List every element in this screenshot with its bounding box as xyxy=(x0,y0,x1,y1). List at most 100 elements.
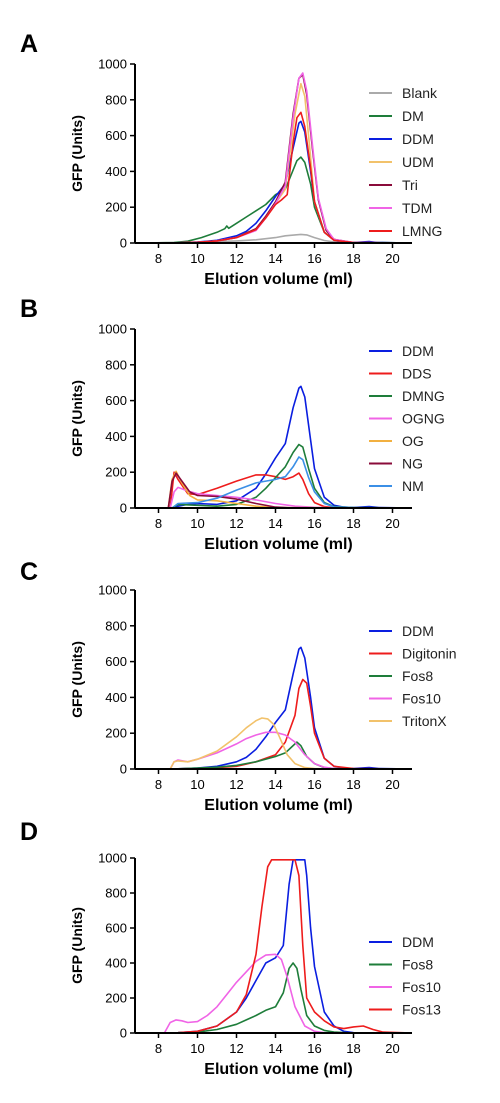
series-line-nm xyxy=(139,456,413,509)
legend-label: DMNG xyxy=(402,388,445,404)
legend-label: Fos13 xyxy=(402,1002,441,1018)
legend-label: Fos10 xyxy=(402,979,441,995)
x-tick-label: 20 xyxy=(385,1041,399,1056)
x-tick-label: 16 xyxy=(307,251,321,266)
y-tick-label: 600 xyxy=(105,128,127,143)
x-tick-label: 8 xyxy=(155,516,162,531)
legend-label: Fos8 xyxy=(402,957,433,973)
legend-label: DDM xyxy=(402,343,434,359)
y-tick-label: 600 xyxy=(105,921,127,936)
y-tick-label: 400 xyxy=(105,956,127,971)
series-line-digitonin xyxy=(138,678,413,770)
x-tick-label: 12 xyxy=(229,1041,243,1056)
x-axis-title: Elution volume (ml) xyxy=(204,536,352,553)
x-tick-label: 10 xyxy=(190,777,204,792)
panel-c: C 0 200 400 600 800 1000 8 10 12 14 16 18 20 GFP (Unit… xyxy=(20,558,456,814)
panel-a: A 0 200 400 600 800 1000 8 10 12 14 16 18 20 GFP (Unit… xyxy=(20,30,442,288)
x-tick-label: 12 xyxy=(229,777,243,792)
y-axis-title: GFP (Units) xyxy=(69,907,85,984)
y-tick-label: 600 xyxy=(105,654,127,669)
panel-letter: B xyxy=(20,295,38,323)
series-line-lmng xyxy=(138,111,413,244)
series-line-fos13 xyxy=(138,859,413,1034)
y-tick-label: 0 xyxy=(120,1026,127,1041)
series-line-tdm xyxy=(138,72,413,244)
y-tick-label: 600 xyxy=(105,393,127,408)
x-tick-label: 14 xyxy=(268,777,282,792)
series-line-fos10 xyxy=(139,731,412,770)
series-line-fos8 xyxy=(138,962,412,1034)
series-line-ddm xyxy=(139,385,413,509)
panel-letter: A xyxy=(20,30,38,58)
y-tick-label: 1000 xyxy=(98,57,127,72)
x-tick-label: 18 xyxy=(346,777,360,792)
y-tick-label: 0 xyxy=(120,501,127,516)
y-tick-label: 1000 xyxy=(98,851,127,866)
y-tick-label: 400 xyxy=(105,429,127,444)
series-line-tri xyxy=(138,73,413,244)
y-tick-label: 1000 xyxy=(98,322,127,337)
y-tick-label: 0 xyxy=(120,236,127,251)
legend-label: DDS xyxy=(402,366,432,382)
legend-label: NG xyxy=(402,456,423,472)
legend-label: Tri xyxy=(402,177,418,193)
y-tick-label: 200 xyxy=(105,991,127,1006)
y-tick-label: 200 xyxy=(105,465,127,480)
series-line-ddm xyxy=(138,646,413,770)
y-tick-label: 200 xyxy=(105,726,127,741)
panel-letter: D xyxy=(20,818,38,846)
y-tick-label: 400 xyxy=(105,164,127,179)
x-tick-label: 8 xyxy=(155,777,162,792)
x-tick-label: 8 xyxy=(155,1041,162,1056)
x-tick-label: 10 xyxy=(190,1041,204,1056)
legend-label: Fos8 xyxy=(402,668,433,684)
x-tick-label: 20 xyxy=(385,516,399,531)
series-line-udm xyxy=(138,82,413,244)
x-tick-label: 12 xyxy=(229,516,243,531)
y-axis-title: GFP (Units) xyxy=(69,115,85,192)
legend-label: NM xyxy=(402,478,424,494)
x-tick-label: 16 xyxy=(307,516,321,531)
x-tick-label: 18 xyxy=(346,1041,360,1056)
legend-label: DDM xyxy=(402,131,434,147)
legend-label: DDM xyxy=(402,934,434,950)
x-tick-label: 12 xyxy=(229,251,243,266)
y-tick-label: 800 xyxy=(105,886,127,901)
series-line-fos10 xyxy=(139,953,412,1034)
x-tick-label: 20 xyxy=(385,251,399,266)
x-tick-label: 16 xyxy=(307,777,321,792)
x-tick-label: 14 xyxy=(268,251,282,266)
y-axis-title: GFP (Units) xyxy=(69,380,85,457)
legend-label: TritonX xyxy=(402,713,447,729)
legend-label: TDM xyxy=(402,200,432,216)
y-tick-label: 800 xyxy=(105,357,127,372)
legend-label: OGNG xyxy=(402,411,445,427)
y-axis-title: GFP (Units) xyxy=(69,641,85,718)
legend-label: DDM xyxy=(402,623,434,639)
legend-label: Blank xyxy=(402,85,438,101)
x-tick-label: 18 xyxy=(346,516,360,531)
legend-label: Fos10 xyxy=(402,691,441,707)
legend-label: Digitonin xyxy=(402,646,456,662)
x-axis-title: Elution volume (ml) xyxy=(204,1061,352,1078)
x-axis-title: Elution volume (ml) xyxy=(204,271,352,288)
series-line-tritonx xyxy=(139,717,412,770)
legend-label: DM xyxy=(402,108,424,124)
y-tick-label: 1000 xyxy=(98,583,127,598)
y-tick-label: 200 xyxy=(105,200,127,215)
panel-d: D 0 200 400 600 800 1000 8 10 12 14 16 18 20 GFP (Unit… xyxy=(20,818,441,1078)
y-tick-label: 400 xyxy=(105,690,127,705)
x-tick-label: 10 xyxy=(190,251,204,266)
x-tick-label: 14 xyxy=(268,516,282,531)
y-tick-label: 800 xyxy=(105,92,127,107)
legend-label: UDM xyxy=(402,154,434,170)
legend-label: OG xyxy=(402,433,424,449)
x-tick-label: 16 xyxy=(307,1041,321,1056)
y-tick-label: 800 xyxy=(105,618,127,633)
x-tick-label: 10 xyxy=(190,516,204,531)
panel-b: B 0 200 400 600 800 1000 8 10 12 14 16 18 20 GFP (Unit… xyxy=(20,295,445,553)
legend-label: LMNG xyxy=(402,223,442,239)
y-tick-label: 0 xyxy=(120,762,127,777)
x-tick-label: 18 xyxy=(346,251,360,266)
